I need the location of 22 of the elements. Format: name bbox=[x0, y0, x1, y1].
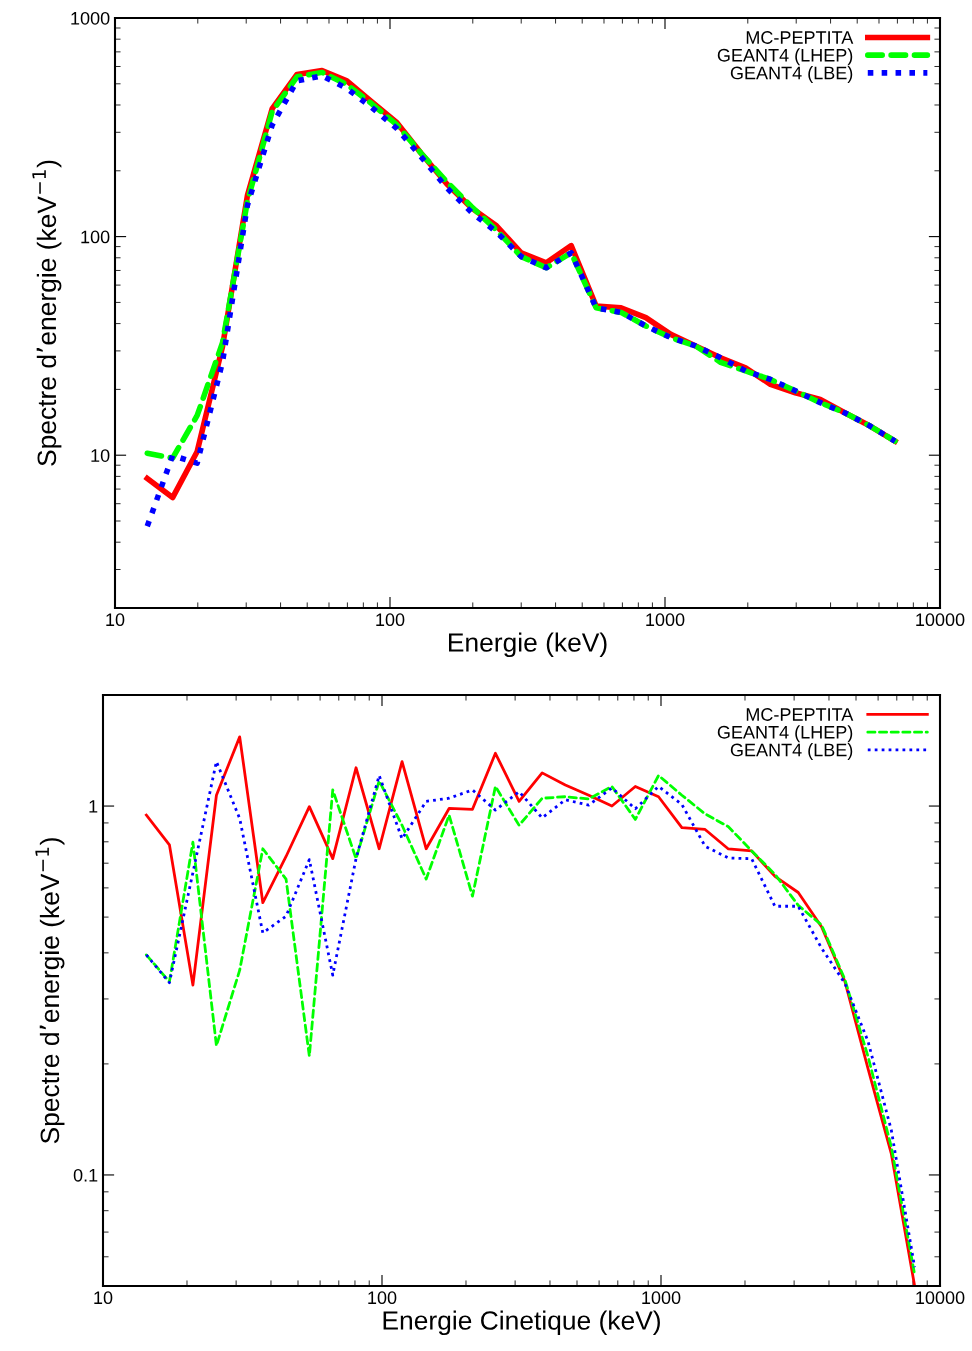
x-tick-label: 10000 bbox=[916, 1291, 965, 1305]
y-tick-label: 1 bbox=[89, 800, 98, 813]
x-tick-label: 1000 bbox=[642, 1291, 681, 1305]
legend-label: GEANT4 (LBE) bbox=[730, 743, 853, 760]
x-axis-title: Energie Cinetique (keV) bbox=[383, 1310, 660, 1336]
y-tick-label: 0.1 bbox=[73, 1168, 98, 1182]
legend-label: MC-PEPTITA bbox=[746, 31, 854, 44]
y-axis-title: Spectre d’energie (keV$^{−1}$) bbox=[32, 160, 62, 466]
y-tick-label: 1000 bbox=[71, 11, 110, 25]
x-tick-label: 10 bbox=[106, 613, 125, 627]
x-tick-label: 10000 bbox=[916, 613, 965, 627]
legend-label: GEANT4 (LHEP) bbox=[717, 48, 853, 66]
legend-label: GEANT4 (LHEP) bbox=[717, 725, 853, 743]
x-tick-label: 100 bbox=[368, 1291, 397, 1305]
legend-label: MC-PEPTITA bbox=[746, 708, 854, 721]
x-axis-title: Energie (keV) bbox=[449, 632, 607, 658]
x-tick-label: 1000 bbox=[646, 613, 685, 627]
y-tick-label: 10 bbox=[91, 449, 110, 462]
legend-label: GEANT4 (LBE) bbox=[730, 66, 853, 83]
x-tick-label: 100 bbox=[376, 613, 405, 627]
y-axis-title: Spectre d’energie (keV$^{−1}$) bbox=[35, 838, 65, 1144]
y-tick-label: 100 bbox=[81, 230, 110, 244]
